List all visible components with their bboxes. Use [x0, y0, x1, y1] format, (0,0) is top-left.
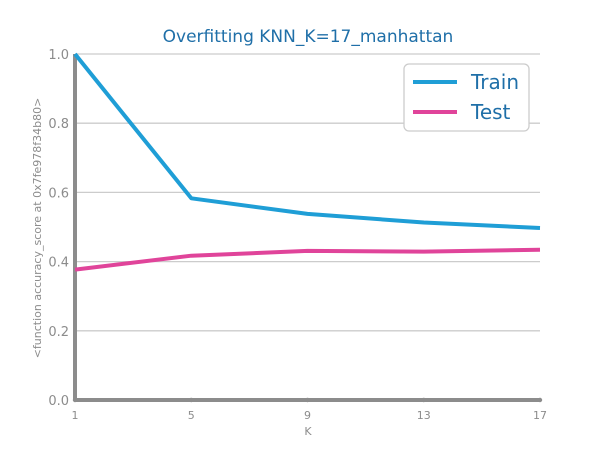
- series-lines: [73, 52, 541, 272]
- x-axis-label: K: [304, 425, 312, 438]
- y-tick-label: 1.0: [48, 48, 69, 63]
- x-tick-label: 5: [188, 409, 195, 422]
- x-tick-mark: [72, 397, 78, 403]
- y-tick-label: 0.4: [48, 256, 69, 271]
- x-tick-mark: [421, 397, 426, 403]
- legend-label-train: Train: [470, 70, 519, 94]
- y-tick-label: 0.2: [48, 325, 69, 340]
- y-ticks: 0.0 0.2 0.4 0.6 0.8 1.0: [48, 48, 69, 409]
- x-tick-label: 9: [304, 409, 311, 422]
- y-tick-label: 0.8: [48, 117, 69, 132]
- x-tick-mark: [305, 397, 310, 403]
- x-tick-label: 17: [533, 409, 547, 422]
- series-line-train: [73, 52, 541, 230]
- x-tick-mark: [537, 397, 543, 403]
- legend: Train Test: [403, 63, 530, 132]
- y-tick-label: 0.0: [48, 394, 69, 409]
- x-tick-label: 1: [72, 409, 79, 422]
- x-tick-label: 13: [417, 409, 431, 422]
- series-line-test: [74, 247, 541, 272]
- x-tick-mark: [189, 397, 194, 403]
- y-axis-label: <function accuracy_score at 0x7fe978f34b…: [31, 98, 44, 359]
- y-tick-label: 0.6: [48, 186, 69, 201]
- x-ticks: 1 5 9 13 17: [72, 397, 547, 422]
- chart-title: Overfitting KNN_K=17_manhattan: [163, 27, 454, 47]
- legend-label-test: Test: [470, 100, 511, 124]
